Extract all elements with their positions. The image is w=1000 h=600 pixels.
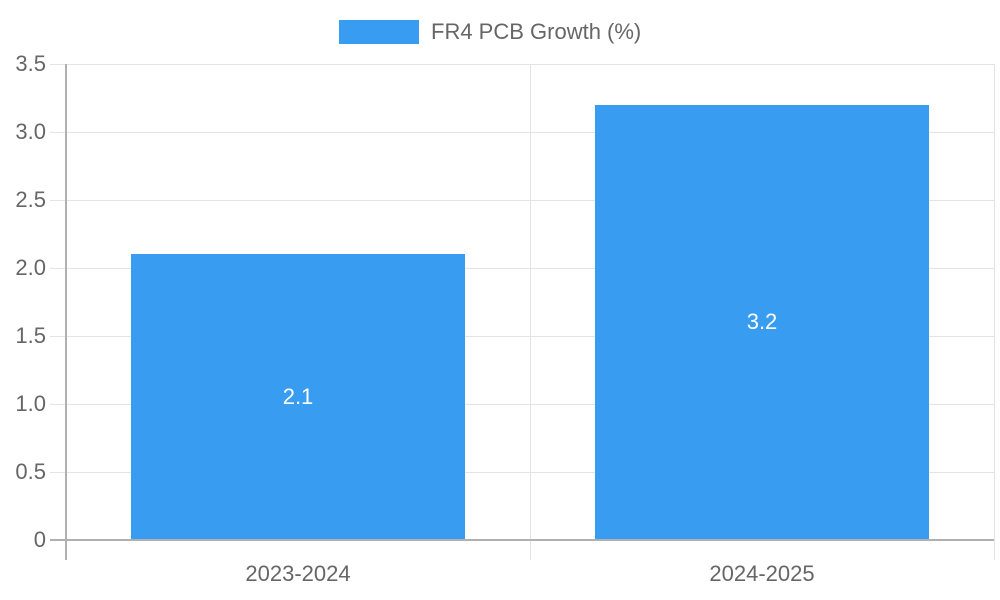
y-axis-line <box>65 64 67 560</box>
bar-value-label: 3.2 <box>746 309 778 334</box>
y-tick-label: 3.5 <box>15 51 46 76</box>
h-grid-line <box>50 404 994 405</box>
y-tick-label: 0 <box>33 527 46 552</box>
h-grid-line <box>50 200 994 201</box>
y-tick-label: 3.0 <box>15 119 46 144</box>
legend-label[interactable]: FR4 PCB Growth (%) <box>431 19 642 44</box>
v-grid-line <box>530 64 531 560</box>
legend-swatch[interactable] <box>339 20 419 44</box>
h-grid-line <box>50 336 994 337</box>
h-grid-line <box>50 132 994 133</box>
h-grid-line <box>50 64 994 65</box>
bar-2024-2025[interactable] <box>595 105 929 540</box>
y-tick-label: 1.0 <box>15 391 46 416</box>
y-tick-label: 2.0 <box>15 255 46 280</box>
x-axis-line <box>50 539 994 541</box>
bar-2023-2024[interactable] <box>131 254 465 540</box>
h-grid-line <box>50 268 994 269</box>
v-grid-line <box>994 64 995 560</box>
y-tick-label: 2.5 <box>15 187 46 212</box>
x-tick-label: 2024-2025 <box>709 561 815 586</box>
h-grid-line <box>50 472 994 473</box>
y-tick-label: 1.5 <box>15 323 46 348</box>
y-tick-label: 0.5 <box>15 459 46 484</box>
bar-value-label: 2.1 <box>282 384 314 409</box>
x-tick-label: 2023-2024 <box>245 561 351 586</box>
